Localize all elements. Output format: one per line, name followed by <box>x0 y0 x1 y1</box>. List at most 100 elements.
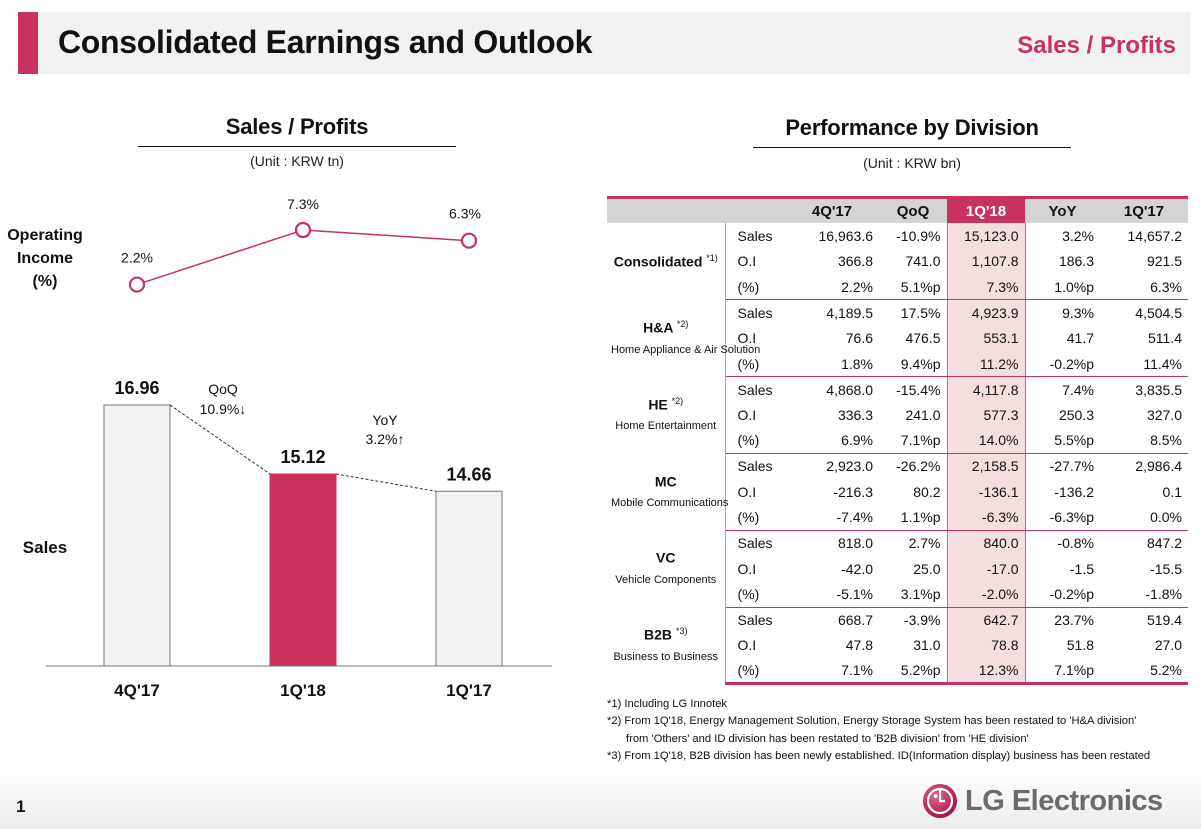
table-cell: 11.2% <box>946 351 1026 378</box>
operating-income-point-0 <box>128 276 146 293</box>
table-cell: 5.2%p <box>879 658 947 686</box>
division-cell: HE *2) Home Entertainment <box>607 376 726 454</box>
footnote-line: *2) From 1Q'18, Energy Management Soluti… <box>607 715 1137 728</box>
table-cell: 2,923.0 <box>826 458 873 475</box>
table-cell: 1.8% <box>785 351 879 378</box>
line-axis-label: (%) <box>33 273 58 290</box>
qoq-connector <box>169 404 271 475</box>
table-cell: -3.9% <box>903 612 941 629</box>
table-row: Consolidated *1) Sales 16,963.6 -10.9% 15,12… <box>607 223 1188 300</box>
metric-label: Sales <box>737 381 773 398</box>
table-row: O.I 76.6 476.5 553.1 41.7 511.4 <box>607 325 1188 352</box>
qoq-value: 10.9%↓ <box>200 401 247 417</box>
table-cell: 336.3 <box>837 407 873 424</box>
header-banner: Consolidated Earnings and Outlook Sales … <box>18 12 1190 74</box>
column-header: 1Q'17 <box>1100 196 1188 224</box>
table-cell: 12.3% <box>946 658 1026 686</box>
table-cell: -7.4% <box>785 504 879 531</box>
table-cell: 2,986.4 <box>1135 458 1182 475</box>
table-cell: -27.7% <box>1049 458 1094 475</box>
table-cell: 241.0 <box>905 407 941 424</box>
bar-value-label: 14.66 <box>446 464 491 484</box>
operating-income-point-2 <box>460 232 478 249</box>
table-cell: -15.4% <box>896 381 941 398</box>
table-row: MC Mobile Communications Sales 2,923.0 -26.… <box>607 453 1188 531</box>
footnote-line: from 'Others' and ID division has been r… <box>626 732 1029 745</box>
table-cell: 0.0% <box>1100 504 1188 531</box>
table-cell: -42.0 <box>841 560 873 577</box>
division-description: Business to Business <box>613 650 719 663</box>
table-cell: -5.1% <box>785 581 879 608</box>
division-name: H&A *2) <box>643 318 689 336</box>
table-cell: -0.8% <box>1057 535 1094 552</box>
table-cell: -2.0% <box>946 581 1026 608</box>
bar-value-label: 15.12 <box>280 447 325 467</box>
metric-label: O.I <box>737 253 757 270</box>
table-row: HE *2) Home Entertainment Sales 4,868.0 -15.… <box>607 376 1188 454</box>
table-row: H&A *2) Home Appliance & Air Solution Sale… <box>607 299 1188 377</box>
table-cell: -0.2%p <box>1025 581 1100 608</box>
table-cell: 2.2% <box>785 274 879 301</box>
lg-logo-icon <box>923 784 957 818</box>
table-row: O.I 336.3 241.0 577.3 250.3 327.0 <box>607 402 1188 428</box>
table-header-row: 4Q'17 QoQ 1Q'18 YoY 1Q'17 <box>607 196 1188 224</box>
table-cell: 476.5 <box>905 330 941 347</box>
table-row: VC Vehicle Components Sales 818.0 2.7% 840.0… <box>607 530 1188 607</box>
table-cell: 9.3% <box>1062 304 1094 321</box>
division-name: MC <box>654 473 677 490</box>
table-row: (%) -7.4% 1.1%p -6.3% -6.3%p 0.0% <box>607 504 1188 531</box>
table-cell: 2,158.5 <box>946 453 1026 480</box>
logo-wordmark: LG Electronics <box>965 784 1163 817</box>
table-cell: 7.1% <box>785 658 879 686</box>
metric-label: (%) <box>725 658 785 686</box>
division-name: HE *2) <box>648 395 684 413</box>
metric-label: Sales <box>737 458 773 475</box>
table-cell: 14.0% <box>946 427 1026 454</box>
bar-value-label: 16.96 <box>114 378 159 398</box>
table-row: (%) 6.9% 7.1%p 14.0% 5.5%p 8.5% <box>607 427 1188 454</box>
table-cell: 2.7% <box>908 535 941 552</box>
table-cell: 1,107.8 <box>946 248 1026 275</box>
table-cell: 250.3 <box>1058 407 1094 424</box>
table-cell: 15,123.0 <box>946 223 1026 249</box>
table-cell: -0.2%p <box>1025 351 1100 378</box>
table-cell: 7.1%p <box>1025 658 1100 686</box>
table-cell: -10.9% <box>896 227 941 244</box>
header-blank <box>725 196 785 224</box>
table-cell: -15.5 <box>1150 560 1182 577</box>
table-cell: 47.8 <box>845 637 873 654</box>
table-cell: -26.2% <box>896 458 941 475</box>
division-description: Home Appliance & Air Solution <box>611 343 761 356</box>
table-cell: 31.0 <box>913 637 941 654</box>
bar-1 <box>269 473 337 667</box>
division-cell: VC Vehicle Components <box>607 530 726 607</box>
yoy-label: YoY <box>372 412 398 428</box>
table-cell: -136.2 <box>1054 483 1094 500</box>
table-row: (%) 1.8% 9.4%p 11.2% -0.2%p 11.4% <box>607 351 1188 378</box>
metric-label: O.I <box>737 483 757 500</box>
table-cell: 741.0 <box>905 253 941 270</box>
metric-label: O.I <box>737 637 757 654</box>
table-cell: 642.7 <box>946 607 1026 633</box>
division-name: VC <box>656 549 676 566</box>
table-title-underline <box>753 147 1071 148</box>
column-header: QoQ <box>879 196 947 224</box>
page-title: Consolidated Earnings and Outlook <box>58 24 593 60</box>
line-axis-label: Operating <box>7 227 83 244</box>
qoq-label: QoQ <box>208 381 238 397</box>
table-cell: 1.1%p <box>879 504 947 531</box>
table-cell: 7.4% <box>1062 381 1094 398</box>
table-cell: 840.0 <box>946 530 1026 556</box>
division-cell: MC Mobile Communications <box>607 453 728 531</box>
bar-0 <box>103 404 171 667</box>
table-cell: -136.1 <box>946 479 1026 505</box>
table-cell: 5.2% <box>1100 658 1188 686</box>
metric-label: O.I <box>737 330 757 347</box>
metric-label: (%) <box>725 351 785 378</box>
table-cell: 5.5%p <box>1025 427 1100 454</box>
table-cell: 7.1%p <box>879 427 947 454</box>
table-cell: 11.4% <box>1100 351 1188 378</box>
table-row: O.I 366.8 741.0 1,107.8 186.3 921.5 <box>607 248 1188 275</box>
table-cell: 186.3 <box>1058 253 1094 270</box>
table-cell: 519.4 <box>1146 612 1182 629</box>
